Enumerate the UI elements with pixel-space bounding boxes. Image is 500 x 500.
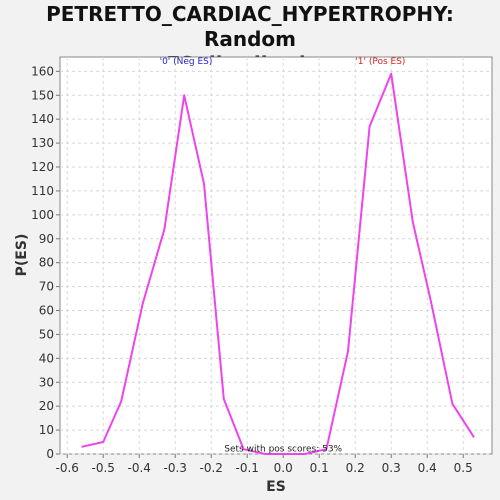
chart-title-line1: PETRETTO_CARDIAC_HYPERTROPHY: Random [46,2,454,51]
annotation-label: '0' (Neg ES) [160,57,213,67]
y-tick-label: 160 [31,64,54,78]
y-tick-label: 130 [31,136,54,150]
x-axis-ticks: -0.6 -0.5 -0.4 -0.3 -0.2 -0.1 0.0 0.1 0.2 0.3 0.4 0… [55,454,473,475]
y-tick-label: 10 [39,423,54,437]
y-tick-label: 60 [39,304,54,318]
x-tick-label: -0.1 [235,461,258,475]
y-tick-label: 140 [31,112,54,126]
y-tick-label: 80 [39,256,54,270]
y-tick-label: 30 [39,375,54,389]
y-tick-label: 70 [39,280,54,294]
x-tick-label: -0.5 [91,461,114,475]
y-tick-label: 100 [31,208,54,222]
y-axis-ticks: 0 10 20 30 40 50 60 70 80 90 100 110 120 130 140 150 160 [31,64,60,461]
x-tick-label: -0.6 [55,461,78,475]
x-tick-label: -0.2 [199,461,222,475]
x-tick-label: -0.3 [163,461,186,475]
x-tick-label: 0.5 [454,461,473,475]
y-tick-label: 20 [39,399,54,413]
y-tick-label: 150 [31,88,54,102]
y-tick-label: 90 [39,232,54,246]
x-tick-label: 0.3 [382,461,401,475]
x-tick-label: 0.1 [310,461,329,475]
x-tick-label: -0.4 [127,461,150,475]
x-tick-label: 0.4 [418,461,437,475]
y-tick-label: 120 [31,160,54,174]
series-line [81,72,475,455]
x-axis-label: ES [266,479,286,495]
y-tick-label: 50 [39,327,54,341]
y-tick-label: 40 [39,351,54,365]
annotations-layer: '0' (Neg ES) '1' (Pos ES) Sets with pos sc… [160,57,406,454]
series-layer [81,72,475,455]
y-tick-label: 0 [46,447,54,461]
annotation-label: '1' (Pos ES) [355,57,405,67]
x-tick-label: 0.2 [346,461,365,475]
annotation-label: Sets with pos scores: 53% [224,445,342,455]
y-tick-label: 110 [31,184,54,198]
y-axis-label: P(ES) [14,234,30,277]
x-tick-label: 0.0 [274,461,293,475]
